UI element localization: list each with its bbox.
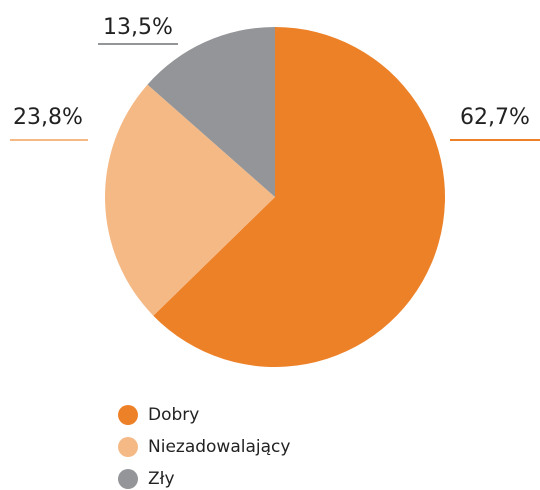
pie-slice	[105, 84, 276, 316]
value-label: 62,7%	[460, 105, 530, 130]
value-label: 23,8%	[13, 105, 83, 130]
legend-swatch	[118, 405, 138, 425]
legend-label: Niezadowalający	[148, 437, 290, 457]
legend-label: Dobry	[148, 405, 199, 425]
pie-slice	[153, 27, 446, 368]
legend-swatch	[118, 437, 138, 457]
value-label: 13,5%	[103, 15, 173, 40]
legend-label: Zły	[148, 469, 175, 489]
pie-slice	[147, 26, 275, 197]
legend-swatch	[118, 469, 138, 489]
